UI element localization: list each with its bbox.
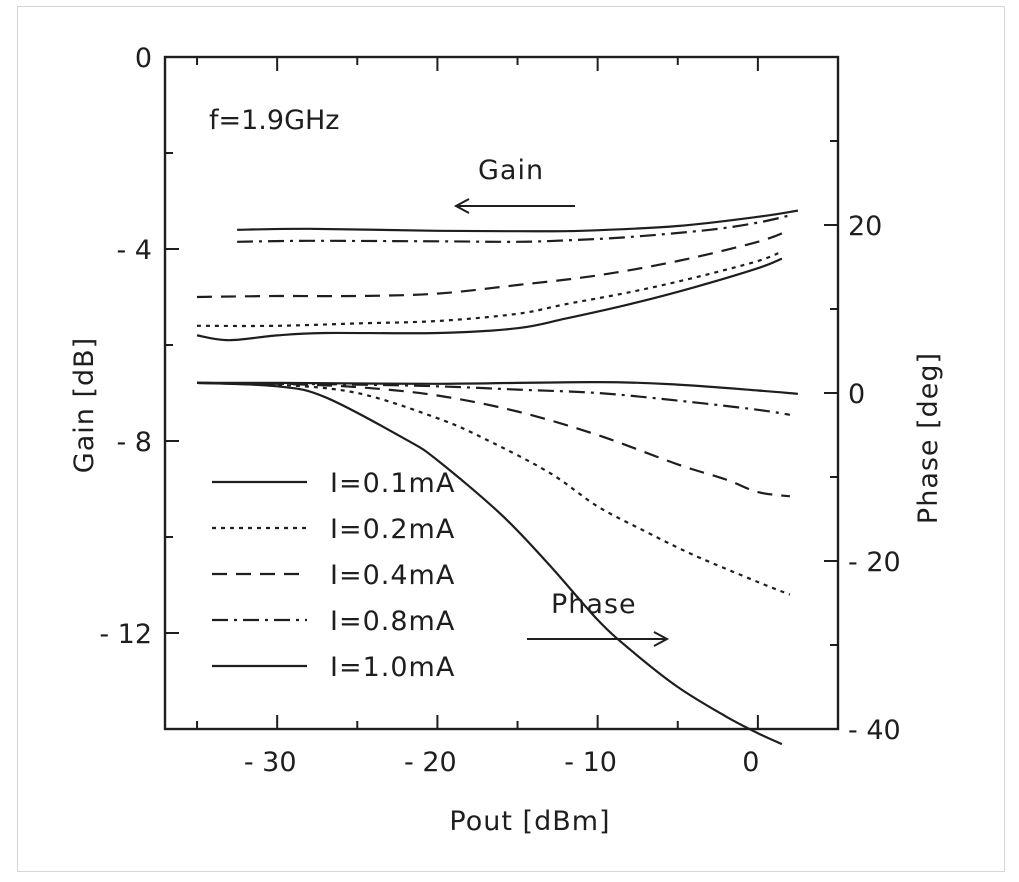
gain-series-line (237, 209, 799, 233)
x-tick-label: 0 (742, 747, 759, 778)
legend-label: I=1.0mA (330, 652, 455, 683)
y-axis-label-left: Gain [dB] (69, 337, 100, 473)
phase-label: Phase (551, 589, 637, 620)
x-axis-label: Pout [dBm] (449, 806, 610, 837)
phase-arrow (527, 631, 670, 647)
gain-series-line (237, 214, 791, 243)
x-tick-label: - 30 (244, 747, 297, 778)
gain-series-line (196, 250, 783, 328)
y-right-tick-label: - 40 (848, 715, 901, 746)
y-right-tick-label: 20 (848, 211, 882, 242)
x-tick-label: - 10 (564, 747, 617, 778)
gain-label: Gain (478, 155, 544, 186)
legend-item: I=0.8mA (212, 606, 455, 637)
gain-series-line (196, 228, 791, 299)
y-right-tick-label: 0 (848, 379, 865, 410)
phase-series-line (196, 381, 791, 596)
gain-series-line (196, 257, 783, 342)
axis-ticks (165, 56, 839, 730)
legend-label: I=0.8mA (330, 606, 455, 637)
y-left-tick-label: 0 (135, 43, 152, 74)
legend-label: I=0.1mA (330, 468, 455, 499)
axis-tick-labels: - 30 - 20 - 10 0 0 - 4 - 8 - 12 20 0 - 20 - 40 (99, 43, 900, 778)
legend-item: I=1.0mA (212, 652, 455, 683)
y-axis-label-right: Phase [deg] (913, 352, 944, 524)
x-tick-label: - 20 (404, 747, 457, 778)
figure-frame (17, 6, 1005, 872)
gain-arrow (453, 198, 575, 214)
phase-series-line (196, 381, 791, 498)
frequency-annotation: f=1.9GHz (209, 105, 339, 136)
y-left-tick-label: - 12 (99, 619, 152, 650)
legend-item: I=0.1mA (212, 468, 455, 499)
legend-item: I=0.4mA (212, 560, 455, 591)
legend-label: I=0.4mA (330, 560, 455, 591)
y-left-tick-label: - 8 (116, 427, 152, 458)
data-series (196, 209, 799, 746)
legend: I=0.1mA I=0.2mA I=0.4mA I=0.8mA I=1.0mA (212, 468, 455, 683)
phase-series-line (196, 381, 783, 746)
y-right-tick-label: - 20 (848, 547, 901, 578)
legend-item: I=0.2mA (212, 514, 455, 545)
legend-label: I=0.2mA (330, 514, 455, 545)
y-left-tick-label: - 4 (116, 235, 152, 266)
